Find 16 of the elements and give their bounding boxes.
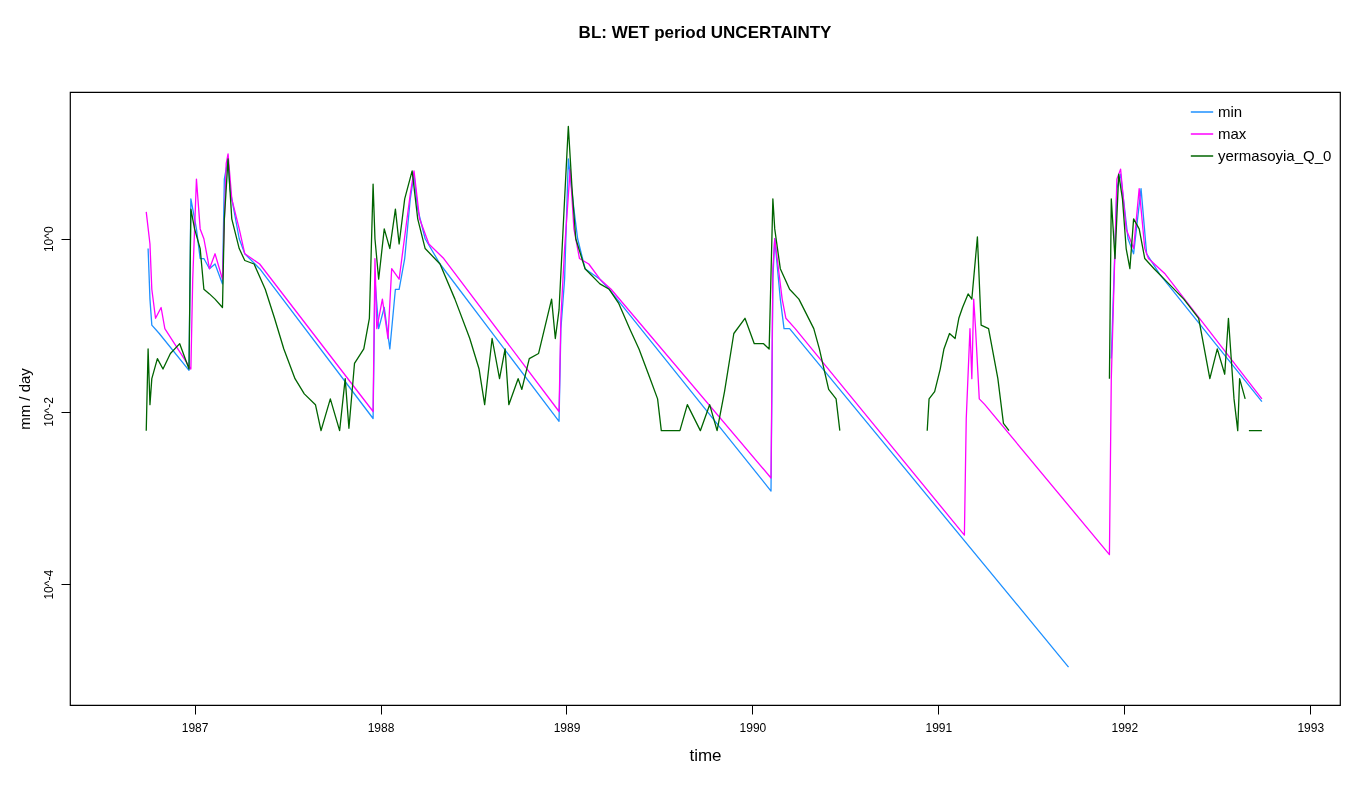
x-tick-label: 1987 xyxy=(181,720,209,735)
x-tick-label: 1990 xyxy=(739,720,767,735)
y-tick-label: 10^-4 xyxy=(41,569,56,600)
legend-label: yermasoyia_Q_0 xyxy=(1218,147,1332,164)
y-tick-label: 10^0 xyxy=(41,226,56,253)
legend-label: min xyxy=(1218,103,1243,120)
y-axis-title: mm / day xyxy=(15,367,33,430)
legend-label: max xyxy=(1218,125,1247,142)
y-tick-label: 10^-2 xyxy=(41,396,56,427)
x-axis-title: time xyxy=(689,745,722,765)
x-tick-label: 1992 xyxy=(1111,720,1139,735)
x-tick-label: 1988 xyxy=(367,720,395,735)
x-tick-label: 1991 xyxy=(925,720,953,735)
x-tick-label: 1989 xyxy=(553,720,581,735)
x-tick-label: 1993 xyxy=(1297,720,1325,735)
chart-title: BL: WET period UNCERTAINTY xyxy=(578,23,833,42)
